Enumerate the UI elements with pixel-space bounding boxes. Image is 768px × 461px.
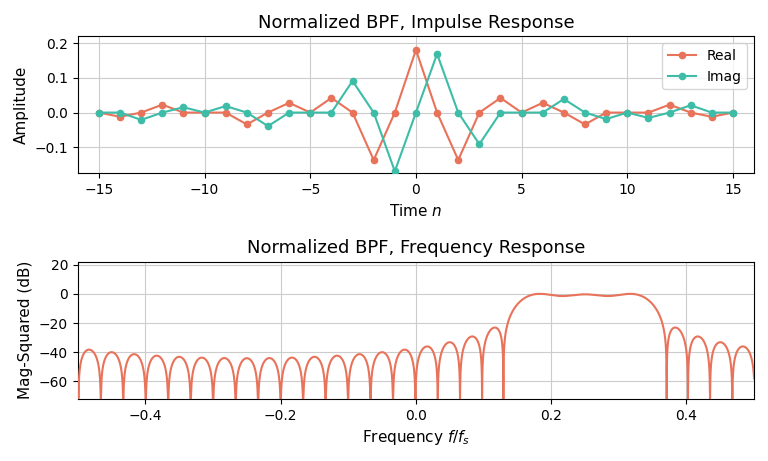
Imag xyxy=(581,110,590,115)
Imag xyxy=(623,110,632,115)
Imag xyxy=(454,110,463,115)
Imag xyxy=(496,110,505,115)
Real xyxy=(348,110,357,115)
Real xyxy=(517,110,526,115)
Imag xyxy=(665,110,674,115)
Real xyxy=(601,110,611,115)
Imag xyxy=(179,105,188,110)
Imag xyxy=(327,110,336,115)
Line: Real: Real xyxy=(96,47,736,163)
Imag xyxy=(412,110,421,115)
Real xyxy=(390,110,399,115)
Imag xyxy=(242,110,251,115)
Imag xyxy=(601,116,611,122)
Real xyxy=(728,110,737,115)
Imag xyxy=(707,110,717,115)
Real xyxy=(369,157,379,163)
Imag xyxy=(157,110,167,115)
Legend: Real, Imag: Real, Imag xyxy=(662,43,747,89)
Real xyxy=(200,110,209,115)
Real xyxy=(221,110,230,115)
Real xyxy=(686,110,695,115)
Real xyxy=(94,110,104,115)
Imag xyxy=(284,110,293,115)
Imag xyxy=(644,115,653,121)
X-axis label: Time $n$: Time $n$ xyxy=(389,202,442,219)
Imag xyxy=(348,78,357,84)
Imag xyxy=(200,110,209,115)
Real xyxy=(454,157,463,163)
Real xyxy=(475,110,484,115)
Imag xyxy=(475,142,484,147)
Imag xyxy=(559,96,568,102)
Imag xyxy=(728,110,737,115)
Real xyxy=(284,100,293,106)
Imag xyxy=(517,110,526,115)
Real xyxy=(559,110,568,115)
Real xyxy=(327,95,336,100)
Real xyxy=(665,102,674,107)
Real xyxy=(496,95,505,100)
Imag xyxy=(390,168,399,174)
Imag xyxy=(306,110,315,115)
Real xyxy=(644,110,653,115)
Y-axis label: Mag-Squared (dB): Mag-Squared (dB) xyxy=(18,261,33,400)
Y-axis label: Amplitude: Amplitude xyxy=(14,65,29,144)
Imag xyxy=(432,51,442,57)
Real xyxy=(306,110,315,115)
Title: Normalized BPF, Impulse Response: Normalized BPF, Impulse Response xyxy=(257,14,574,32)
Real xyxy=(432,110,442,115)
Title: Normalized BPF, Frequency Response: Normalized BPF, Frequency Response xyxy=(247,239,585,257)
Real xyxy=(412,47,421,53)
Real xyxy=(157,102,167,107)
Real xyxy=(179,110,188,115)
Real xyxy=(538,100,548,106)
Imag xyxy=(263,124,273,129)
X-axis label: Frequency $f/f_s$: Frequency $f/f_s$ xyxy=(362,428,470,447)
Imag xyxy=(369,110,379,115)
Real xyxy=(137,110,146,115)
Line: Imag: Imag xyxy=(96,51,736,174)
Imag xyxy=(686,102,695,108)
Real xyxy=(623,110,632,115)
Imag xyxy=(94,110,104,115)
Imag xyxy=(137,117,146,123)
Imag xyxy=(115,110,124,115)
Real xyxy=(115,114,124,119)
Imag xyxy=(538,110,548,115)
Real xyxy=(263,110,273,115)
Real xyxy=(707,114,717,119)
Imag xyxy=(221,103,230,109)
Real xyxy=(242,122,251,127)
Real xyxy=(581,122,590,127)
